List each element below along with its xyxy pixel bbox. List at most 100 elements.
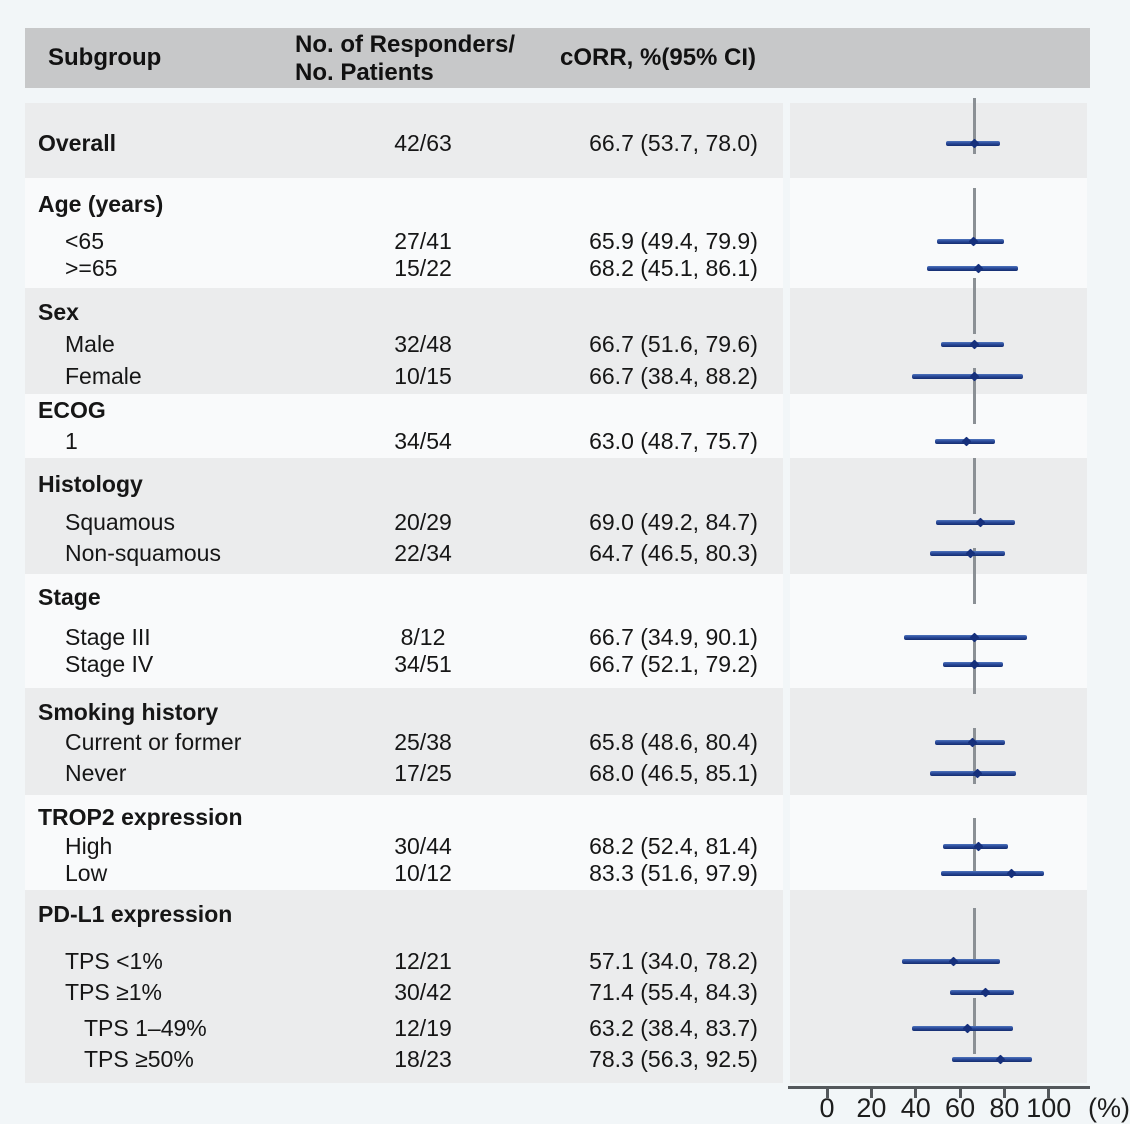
section-band-table bbox=[25, 288, 783, 394]
row-corr: 83.3 (51.6, 97.9) bbox=[589, 860, 758, 886]
row-label: <65 bbox=[65, 228, 105, 254]
row-label: TPS ≥1% bbox=[65, 979, 162, 1005]
row-responders: 15/22 bbox=[394, 255, 452, 281]
row-responders: 8/12 bbox=[400, 624, 446, 650]
row-corr: 65.9 (49.4, 79.9) bbox=[589, 228, 758, 254]
row-label: TPS ≥50% bbox=[84, 1046, 194, 1072]
row-responders: 10/15 bbox=[394, 363, 452, 389]
column-header-responders-line1: No. of Responders/ bbox=[295, 31, 516, 58]
axis-tick-label: 100 bbox=[1026, 1093, 1072, 1123]
ci-bar bbox=[912, 374, 1023, 379]
row-corr: 63.2 (38.4, 83.7) bbox=[589, 1015, 758, 1041]
row-corr: 68.2 (52.4, 81.4) bbox=[589, 833, 758, 859]
row-responders: 34/51 bbox=[394, 651, 452, 677]
row-corr: 68.0 (46.5, 85.1) bbox=[589, 760, 758, 786]
row-label: Female bbox=[65, 363, 142, 389]
row-corr: 66.7 (51.6, 79.6) bbox=[589, 331, 758, 357]
row-corr: 66.7 (38.4, 88.2) bbox=[589, 363, 758, 389]
section-title: ECOG bbox=[38, 397, 106, 423]
ci-bar bbox=[941, 871, 1045, 876]
row-label: Stage III bbox=[65, 624, 151, 650]
row-corr: 78.3 (56.3, 92.5) bbox=[589, 1046, 758, 1072]
row-label: Current or former bbox=[65, 729, 242, 755]
section-band-table bbox=[25, 574, 783, 688]
axis-tick bbox=[914, 1089, 918, 1098]
row-corr: 69.0 (49.2, 84.7) bbox=[589, 509, 758, 535]
row-responders: 12/21 bbox=[394, 948, 452, 974]
row-responders: 30/42 bbox=[394, 979, 452, 1005]
row-label: Stage IV bbox=[65, 651, 154, 677]
row-responders: 10/12 bbox=[394, 860, 452, 886]
row-label: TPS 1–49% bbox=[84, 1015, 207, 1041]
axis-tick-label: 60 bbox=[945, 1093, 976, 1123]
row-corr: 65.8 (48.6, 80.4) bbox=[589, 729, 758, 755]
section-band-table bbox=[25, 394, 783, 458]
section-title: TROP2 expression bbox=[38, 804, 243, 830]
section-band-plot bbox=[790, 394, 1087, 458]
section-band-plot bbox=[790, 890, 1087, 1083]
section-title: Smoking history bbox=[38, 699, 219, 725]
section-band-table bbox=[25, 795, 783, 890]
axis-tick bbox=[1002, 1089, 1006, 1098]
column-header-corr: cORR, %(95% CI) bbox=[560, 44, 757, 71]
row-responders: 42/63 bbox=[394, 130, 452, 156]
row-corr: 66.7 (52.1, 79.2) bbox=[589, 651, 758, 677]
section-title: Stage bbox=[38, 584, 101, 610]
axis-tick-label: 40 bbox=[900, 1093, 931, 1123]
row-label: TPS <1% bbox=[65, 948, 163, 974]
ci-bar bbox=[951, 1057, 1033, 1062]
axis-tick-label: 0 bbox=[819, 1093, 835, 1123]
section-band-table bbox=[25, 458, 783, 574]
section-title: Sex bbox=[38, 299, 79, 325]
row-label: >=65 bbox=[65, 255, 118, 281]
reference-line bbox=[973, 98, 976, 1086]
x-axis-unit-label: (%) bbox=[1088, 1093, 1130, 1123]
axis-tick bbox=[825, 1089, 829, 1098]
ci-bar bbox=[904, 635, 1027, 640]
row-responders: 34/54 bbox=[394, 428, 452, 454]
row-label: Male bbox=[65, 331, 115, 357]
row-corr: 66.7 (53.7, 78.0) bbox=[589, 130, 758, 156]
row-responders: 32/48 bbox=[394, 331, 452, 357]
section-band-table bbox=[25, 103, 783, 178]
row-responders: 18/23 bbox=[394, 1046, 452, 1072]
row-label: Never bbox=[65, 760, 127, 786]
row-corr: 57.1 (34.0, 78.2) bbox=[589, 948, 758, 974]
section-band-plot bbox=[790, 103, 1087, 178]
axis-tick bbox=[869, 1089, 873, 1098]
x-axis-line bbox=[788, 1086, 1090, 1089]
row-label: Non-squamous bbox=[65, 540, 221, 566]
row-label: Low bbox=[65, 860, 108, 886]
column-header-subgroup: Subgroup bbox=[48, 44, 162, 71]
row-label: 1 bbox=[65, 428, 78, 454]
section-title: PD-L1 expression bbox=[38, 901, 233, 927]
row-responders: 30/44 bbox=[394, 833, 452, 859]
axis-tick bbox=[1047, 1089, 1051, 1098]
axis-tick-label: 80 bbox=[989, 1093, 1020, 1123]
row-responders: 22/34 bbox=[394, 540, 452, 566]
row-responders: 17/25 bbox=[394, 760, 452, 786]
table-header-band: Subgroup No. of Responders/ No. Patients… bbox=[25, 28, 1090, 88]
section-title: Histology bbox=[38, 471, 143, 497]
section-title: Age (years) bbox=[38, 191, 164, 217]
section-band-plot bbox=[790, 178, 1087, 288]
section-band-table bbox=[25, 178, 783, 288]
row-responders: 12/19 bbox=[394, 1015, 452, 1041]
column-header-responders-line2: No. Patients bbox=[295, 59, 434, 86]
axis-tick bbox=[958, 1089, 962, 1098]
section-band-plot bbox=[790, 574, 1087, 688]
section-band-plot bbox=[790, 458, 1087, 574]
row-responders: 20/29 bbox=[394, 509, 452, 535]
row-label: Overall bbox=[38, 130, 116, 156]
section-band-table bbox=[25, 688, 783, 795]
row-label: Squamous bbox=[65, 509, 175, 535]
row-corr: 63.0 (48.7, 75.7) bbox=[589, 428, 758, 454]
row-label: High bbox=[65, 833, 113, 859]
row-responders: 27/41 bbox=[394, 228, 452, 254]
column-header-responders: No. of Responders/ No. Patients bbox=[295, 31, 515, 87]
row-corr: 71.4 (55.4, 84.3) bbox=[589, 979, 758, 1005]
section-band-table bbox=[25, 890, 783, 1083]
row-corr: 66.7 (34.9, 90.1) bbox=[589, 624, 758, 650]
row-corr: 68.2 (45.1, 86.1) bbox=[589, 255, 758, 281]
